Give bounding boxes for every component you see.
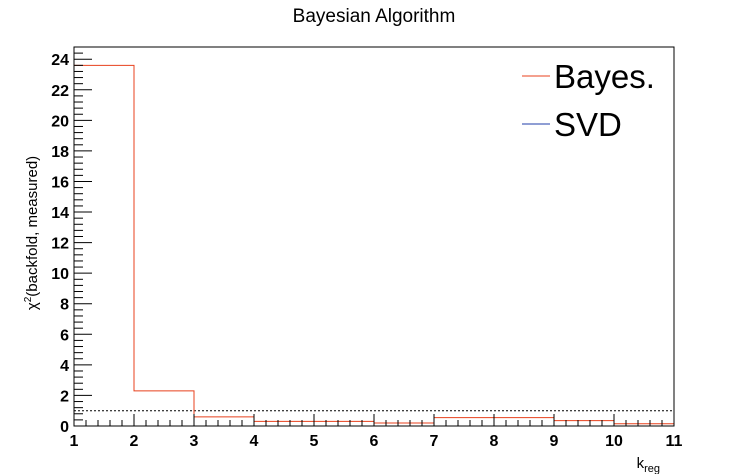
- y-tick-label: 18: [51, 144, 69, 161]
- x-axis-title-subscript: reg: [644, 463, 660, 474]
- x-tick-label: 7: [430, 433, 439, 450]
- x-tick-label: 10: [605, 433, 623, 450]
- y-axis-title-base: χ: [24, 302, 41, 310]
- y-tick-label: 6: [60, 327, 69, 344]
- plot-area: [73, 46, 675, 427]
- y-tick-label: 0: [60, 419, 69, 436]
- x-tick-label: 1: [70, 433, 79, 450]
- plot-frame: [73, 46, 675, 427]
- legend-label: SVD: [554, 106, 622, 143]
- y-axis-title-superscript: 2: [23, 296, 34, 302]
- x-axis-title-base: k: [637, 455, 645, 472]
- y-axis-title-rest: (backfold, measured): [24, 156, 41, 297]
- x-tick-label: 8: [490, 433, 499, 450]
- x-tick-label: 6: [370, 433, 379, 450]
- y-tick-label: 24: [51, 52, 69, 69]
- x-tick-label: 4: [250, 433, 259, 450]
- legend: Bayes. SVD: [522, 58, 655, 143]
- legend-label: Bayes.: [554, 58, 655, 95]
- x-tick-label: 9: [550, 433, 559, 450]
- y-tick-label: 8: [60, 297, 69, 314]
- x-tick-label: 2: [130, 433, 139, 450]
- y-tick-label: 16: [51, 174, 69, 191]
- y-tick-label: 12: [51, 236, 69, 253]
- y-tick-label: 22: [51, 83, 69, 100]
- x-tick-label: 5: [310, 433, 319, 450]
- y-tick-label: 2: [60, 388, 69, 405]
- y-tick-label: 4: [60, 358, 69, 375]
- chart-title: Bayesian Algorithm: [293, 6, 456, 27]
- y-tick-label: 10: [51, 266, 69, 283]
- x-axis-title: kreg: [637, 455, 660, 474]
- x-tick-label: 11: [666, 433, 683, 450]
- y-axis-title: χ2(backfold, measured): [23, 156, 41, 310]
- y-tick-label: 20: [51, 113, 69, 130]
- x-axis: 1 2 3 4 5 6 7 8 9 10 11: [70, 414, 683, 450]
- x-tick-label: 3: [190, 433, 199, 450]
- y-tick-label: 14: [51, 205, 69, 222]
